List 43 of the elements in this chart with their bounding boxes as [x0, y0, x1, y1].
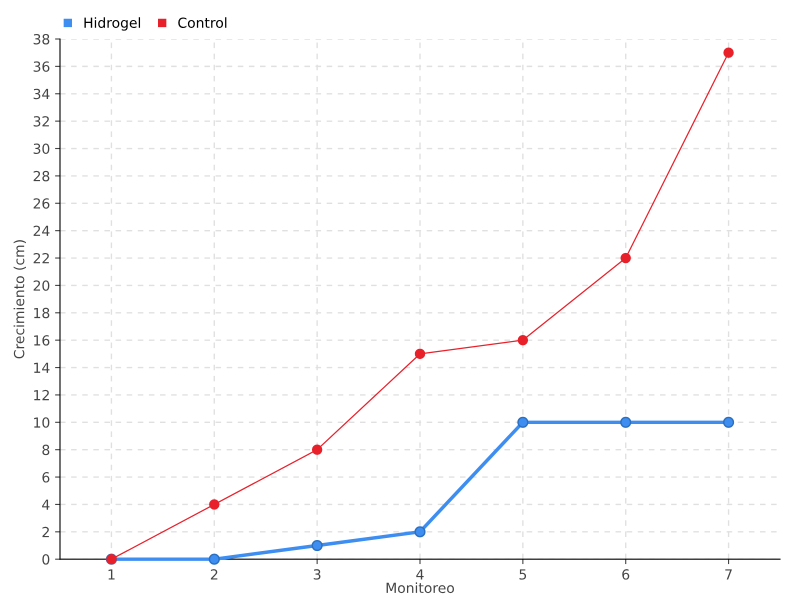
- y-tick-label: 38: [34, 34, 50, 44]
- legend-label: Control: [178, 17, 226, 28]
- x-axis-title: Monitoreo: [386, 582, 454, 594]
- y-tick-label: 24: [34, 226, 50, 236]
- y-tick-label: 34: [34, 88, 50, 100]
- y-tick-label: 16: [34, 335, 50, 346]
- x-tick-label: 6: [622, 569, 630, 580]
- point: [723, 47, 734, 58]
- y-axis-title: Crecimiento (cm): [14, 240, 26, 358]
- point: [723, 416, 734, 428]
- y-tick-label: 30: [34, 143, 50, 154]
- y-tick-label: 26: [34, 198, 50, 209]
- y-tick-label: 14: [34, 362, 50, 373]
- point: [312, 444, 322, 455]
- y-tick-label: 12: [34, 390, 49, 400]
- y-tick-label: 10: [34, 417, 50, 428]
- point: [414, 348, 426, 360]
- point: [208, 554, 220, 565]
- y-tick-label: 6: [42, 472, 50, 483]
- x-tick-label: 3: [314, 569, 320, 580]
- y-tick-label: 18: [34, 308, 50, 318]
- x-tick-label: 1: [108, 569, 115, 580]
- y-tick-label: 28: [34, 170, 50, 182]
- x-tick-label: 7: [725, 569, 732, 580]
- point: [620, 416, 632, 428]
- point: [312, 540, 323, 552]
- y-tick-label: 22: [34, 253, 49, 264]
- point: [209, 499, 220, 510]
- y-tick-label: 0: [42, 554, 50, 565]
- y-tick-label: 8: [42, 444, 50, 456]
- y-tick-label: 2: [42, 526, 49, 538]
- x-tick-label: 2: [210, 569, 218, 580]
- y-tick-label: 32: [34, 116, 49, 127]
- x-tick-label: 4: [416, 569, 424, 580]
- y-tick-label: 4: [42, 500, 50, 510]
- point: [620, 252, 631, 264]
- point: [414, 526, 426, 538]
- x-tick-label: 5: [520, 569, 526, 580]
- y-tick-label: 36: [34, 61, 50, 72]
- point: [517, 416, 528, 428]
- y-tick-label: 20: [34, 280, 50, 291]
- legend-label: Hidrogel: [84, 17, 140, 31]
- point: [518, 334, 528, 346]
